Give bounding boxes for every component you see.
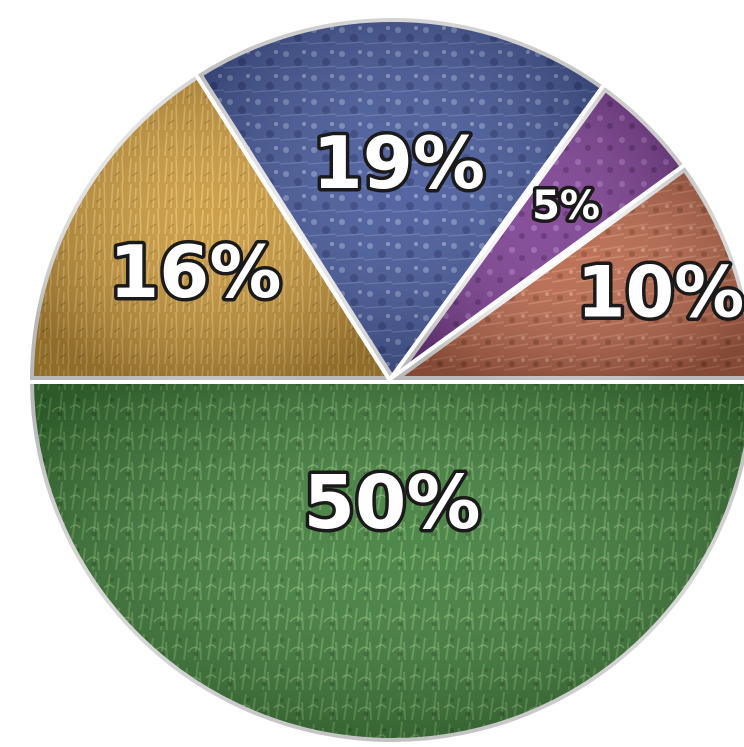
- pie-slice-shade: [198, 18, 605, 381]
- pie-slice-shade: [30, 74, 392, 380]
- slice-label-50: 50%: [303, 460, 480, 546]
- pie-slice-shade: [392, 87, 685, 380]
- slice-label-10: 10%: [577, 252, 744, 334]
- slice-label-19: 19%: [313, 121, 485, 205]
- pie-slice-shade: [30, 380, 744, 742]
- slice-label-5: 5%: [532, 183, 600, 229]
- pie-slice-shade: [392, 167, 744, 380]
- slice-label-16: 16%: [109, 230, 281, 314]
